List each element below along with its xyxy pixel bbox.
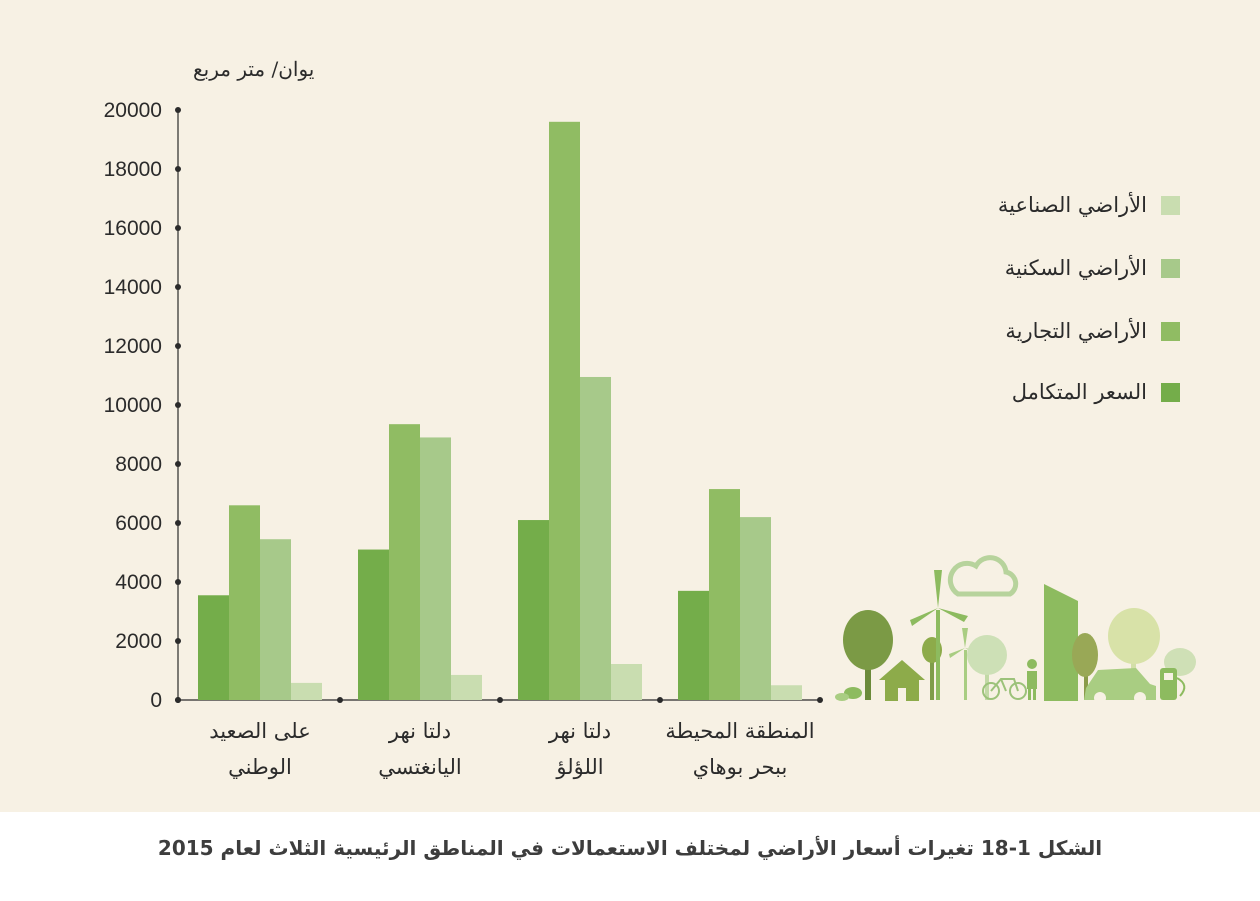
bar-1-3 [260,539,291,700]
green-city-illustration [835,555,1196,704]
building-icon [1044,584,1078,701]
bar-2-1 [358,549,389,700]
legend-item: الأراضي التجارية [1005,319,1180,343]
x-category-label: المنطقة المحيطة [665,719,814,743]
y-tick-mark [175,107,181,113]
y-tick-label: 14000 [104,276,162,299]
x-category-label: على الصعيد [209,719,311,743]
cloud-icon [947,555,1019,597]
y-tick-mark [175,166,181,172]
bar-1-2 [229,505,260,700]
x-category-label: ببحر بوهاي [693,755,788,780]
legend-swatch [1161,321,1180,341]
legend-item: السعر المتكامل [1012,380,1180,404]
x-tick-mark [497,697,503,703]
y-tick-label: 10000 [104,394,162,417]
bar-3-2 [549,121,580,701]
y-axis-label: يوان/ متر مربع [193,57,314,81]
y-tick-label: 0 [150,689,162,712]
legend-label: الأراضي السكنية [1004,256,1147,280]
bar-4-1 [678,590,709,700]
charging-station-icon [1160,668,1186,700]
tree-icon [1072,633,1098,700]
y-tick-mark [175,402,181,408]
y-tick-mark [175,343,181,349]
bar-2-2 [389,424,420,700]
bar-2-3 [420,437,451,700]
y-tick-label: 6000 [115,512,162,535]
y-tick-label: 2000 [115,630,162,653]
bar-3-1 [518,520,549,700]
legend-swatch [1161,382,1180,402]
house-icon [879,660,925,701]
y-tick-label: 18000 [104,158,162,181]
y-tick-label: 20000 [104,99,162,122]
legend-label: السعر المتكامل [1011,380,1147,404]
y-tick-label: 12000 [104,335,162,358]
x-category-label: اليانغتسي [378,755,462,779]
bar-1-1 [198,595,229,700]
y-tick-label: 8000 [115,453,162,476]
legend-item: الأراضي السكنية [1005,256,1180,280]
bar-1-4 [291,682,322,700]
legend-swatch [1161,258,1180,278]
wind-turbine-icon [910,570,968,700]
bar-3-4 [611,664,642,700]
bar-4-3 [740,517,771,700]
y-tick-mark [175,520,181,526]
x-category-label: اللؤلؤ [555,755,603,780]
x-tick-mark [817,697,823,703]
y-tick-label: 16000 [104,217,162,240]
legend-label: الأراضي التجارية [1005,319,1147,343]
legend-item: الأراضي الصناعية [998,193,1180,217]
x-category-label: الوطني [228,755,292,780]
y-tick-label: 4000 [115,571,162,594]
y-tick-mark [175,579,181,585]
x-tick-mark [657,697,663,703]
bar-2-4 [451,674,482,700]
y-tick-mark [175,461,181,467]
bicycle-icon [982,678,1027,700]
bar-4-2 [709,489,740,700]
tree-icon [967,635,1007,700]
x-tick-mark [175,697,181,703]
bar-3-3 [580,376,611,700]
tree-icon [843,610,893,700]
y-tick-mark [175,284,181,290]
bar-4-4 [771,685,802,700]
car-icon [1084,668,1156,704]
legend-swatch [1161,195,1180,215]
person-icon [1027,659,1037,700]
legend-label: الأراضي الصناعية [997,193,1147,217]
x-tick-mark [337,697,343,703]
bar-chart: 0 2000 4000 6000 8000 10000 12000 14000 16000 180… [104,57,1196,780]
y-tick-mark [175,225,181,231]
figure-caption: الشكل 1-18 تغيرات أسعار الأراضي لمختلف ا… [157,836,1103,860]
x-category-label: دلتا نهر [388,719,451,744]
y-tick-mark [175,638,181,644]
x-category-label: دلتا نهر [548,719,611,744]
bush-icon [835,687,862,701]
